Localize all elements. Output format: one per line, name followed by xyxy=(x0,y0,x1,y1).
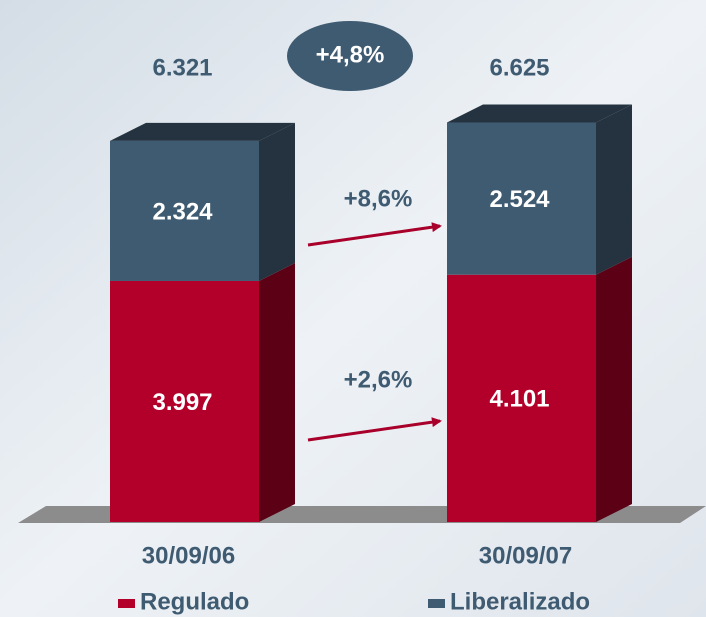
value-label: 2.324 xyxy=(152,198,213,225)
bar-top xyxy=(110,122,295,141)
change-label: +8,6% xyxy=(344,185,413,212)
change-bubble xyxy=(287,21,413,91)
bar-segment xyxy=(447,274,596,522)
bar-segment xyxy=(447,122,596,275)
bar-side xyxy=(596,256,632,522)
arrow xyxy=(307,222,442,247)
bar-side xyxy=(259,262,295,522)
arrow xyxy=(307,417,442,442)
legend-label: Liberalizado xyxy=(450,588,590,615)
value-label: 2.524 xyxy=(489,186,550,213)
total-label: 6.625 xyxy=(489,54,549,81)
value-label: 4.101 xyxy=(489,386,549,413)
bar-side xyxy=(259,122,295,281)
category-label: 30/09/07 xyxy=(479,542,572,569)
bar-top xyxy=(447,104,632,123)
bar-segment xyxy=(110,140,259,281)
bar-side xyxy=(596,104,632,275)
legend-label: Regulado xyxy=(140,588,249,615)
bar-segment xyxy=(110,280,259,522)
change-label: +2,6% xyxy=(344,366,413,393)
value-label: 3.997 xyxy=(152,389,212,416)
total-label: 6.321 xyxy=(152,54,212,81)
legend-swatch xyxy=(428,599,445,608)
category-label: 30/09/06 xyxy=(142,542,235,569)
total-change: +4,8% xyxy=(316,41,385,68)
legend-swatch xyxy=(118,599,135,608)
